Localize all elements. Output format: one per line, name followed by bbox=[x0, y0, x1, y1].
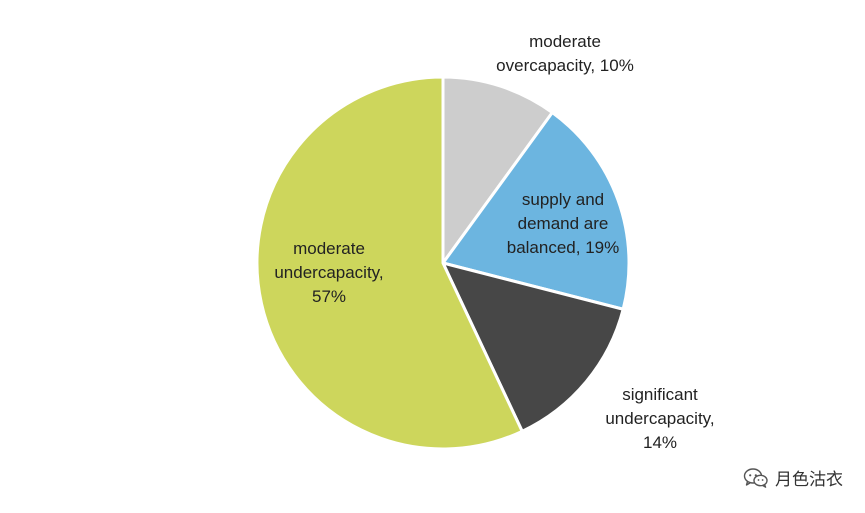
slice-label-line: demand are bbox=[517, 214, 609, 233]
slice-label-line: undercapacity, bbox=[605, 409, 715, 428]
slice-label-1: supply and demand are balanced, 19% bbox=[483, 188, 643, 260]
slice-label-line: significant bbox=[622, 385, 698, 404]
wechat-icon bbox=[743, 467, 768, 488]
slice-label-line: moderate bbox=[529, 32, 601, 51]
pie-slice-0 bbox=[441, 75, 554, 265]
slice-label-line: supply and bbox=[521, 190, 605, 209]
slice-label-line: overcapacity, 10% bbox=[496, 56, 634, 75]
slice-label-line: undercapacity, bbox=[274, 263, 384, 282]
pie-slice-1 bbox=[441, 111, 631, 311]
watermark-text: 月色沽衣 bbox=[775, 470, 843, 490]
slice-label-line: balanced, 19% bbox=[506, 238, 620, 257]
watermark: 月色沽衣 bbox=[743, 465, 843, 490]
pie-slice-3 bbox=[255, 75, 524, 451]
slice-label-2: significant undercapacity, 14% bbox=[575, 383, 745, 455]
slice-label-line: moderate bbox=[293, 239, 365, 258]
slice-label-3: moderate undercapacity, 57% bbox=[244, 237, 414, 309]
slice-label-line: 57% bbox=[311, 287, 347, 306]
slice-label-line: 14% bbox=[642, 433, 678, 452]
slice-label-0: moderate overcapacity, 10% bbox=[470, 30, 660, 78]
pie-slice-2 bbox=[441, 261, 625, 433]
